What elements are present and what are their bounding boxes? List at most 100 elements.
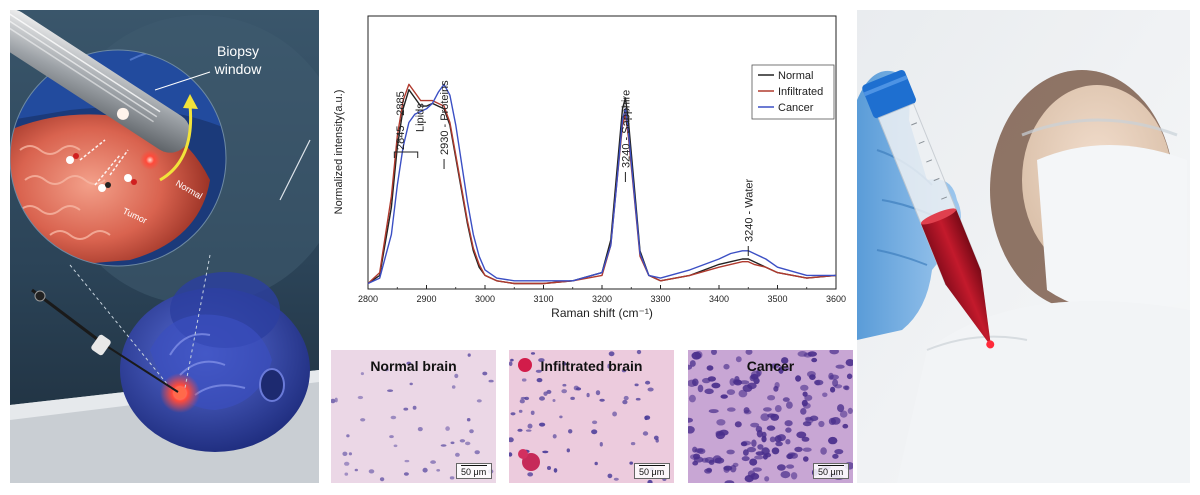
cell-nucleus	[839, 410, 848, 418]
cell-nucleus	[634, 383, 639, 387]
biopsy-label-line1: Biopsy	[217, 43, 259, 59]
cell-nucleus	[595, 390, 601, 396]
cell-nucleus	[800, 384, 809, 391]
cell-nucleus	[612, 411, 617, 417]
cell-nucleus	[846, 373, 853, 380]
cell-nucleus	[409, 382, 413, 386]
cell-nucleus	[723, 363, 730, 370]
cell-nucleus	[586, 392, 590, 398]
cell-nucleus	[786, 464, 795, 469]
chart-legend: Normal Infiltrated Cancer	[751, 64, 835, 120]
cell-nucleus	[440, 444, 447, 447]
annotation-label: 2930 - Proteins	[439, 80, 451, 155]
cell-nucleus	[769, 436, 776, 443]
tube-cap	[862, 69, 916, 119]
annotation-label: 3240 - Water	[743, 178, 755, 242]
cell-nucleus	[749, 458, 758, 466]
cell-nucleus	[794, 446, 803, 452]
cell-nucleus	[688, 379, 697, 387]
cell-nucleus	[406, 361, 412, 365]
cell-nucleus	[510, 412, 516, 416]
x-tick-label: 3500	[767, 294, 787, 304]
cell-nucleus	[832, 453, 839, 459]
cell-nucleus	[711, 350, 717, 355]
cell-nucleus	[753, 377, 760, 385]
cell-nucleus	[525, 429, 532, 432]
cell-nucleus	[509, 452, 513, 457]
cell-nucleus	[738, 389, 748, 398]
cell-nucleus	[720, 394, 728, 399]
raman-spectrum-chart: 2800 2900 3000 3100 3200 3300 3400 3500 3600 284…	[333, 15, 846, 320]
cell-nucleus	[629, 461, 633, 465]
cell-nucleus	[755, 451, 765, 456]
cell-nucleus	[802, 391, 808, 397]
cell-nucleus	[552, 399, 556, 402]
cell-nucleus	[547, 466, 551, 470]
cell-nucleus	[804, 416, 813, 421]
cell-nucleus	[517, 428, 523, 432]
blood-sample	[920, 209, 992, 347]
annotation-label: Lipids	[415, 103, 427, 132]
probe-illustration: Biopsy window Normal Tumor	[10, 10, 319, 483]
cell-nucleus	[801, 436, 810, 442]
x-tick-label: 3300	[650, 294, 670, 304]
cell-nucleus	[455, 452, 460, 457]
histology-cancer-title: Cancer	[746, 358, 795, 374]
cell-nucleus	[454, 373, 459, 379]
cell-nucleus	[527, 423, 533, 429]
cell-nucleus	[451, 385, 456, 389]
cell-nucleus	[465, 441, 471, 446]
cell-nucleus	[764, 476, 770, 482]
cell-nucleus	[706, 467, 713, 473]
cell-nucleus	[430, 460, 436, 464]
cell-nucleus	[691, 351, 702, 360]
cell-nucleus	[724, 480, 735, 483]
cell-nucleus	[786, 401, 793, 409]
cell-nucleus	[379, 477, 385, 482]
histology-normal-brain: Normal brain 50 μm	[331, 350, 496, 483]
cell-nucleus	[334, 397, 338, 403]
cell-nucleus	[797, 351, 808, 357]
cell-nucleus	[354, 468, 358, 472]
cell-nucleus	[608, 351, 615, 357]
cell-nucleus	[635, 397, 641, 401]
cell-nucleus	[647, 479, 653, 483]
cell-nucleus	[518, 409, 523, 413]
cell-nucleus	[834, 449, 844, 455]
cell-nucleus	[785, 427, 792, 433]
cell-nucleus	[747, 470, 756, 478]
cell-nucleus	[559, 415, 563, 419]
cell-nucleus	[389, 435, 394, 439]
cell-nucleus	[613, 477, 619, 481]
raman-figure: 2800 2900 3000 3100 3200 3300 3400 3500 3600 284…	[328, 10, 856, 483]
cell-nucleus	[543, 391, 548, 396]
scale-bar-normal: 50 μm	[456, 463, 492, 479]
cell-nucleus	[783, 366, 790, 371]
cell-nucleus	[623, 395, 629, 401]
blood-tube	[862, 69, 995, 349]
cell-nucleus	[828, 436, 838, 445]
cell-nucleus	[803, 456, 809, 462]
cell-nucleus	[553, 468, 558, 473]
scale-bar-cancer: 50 μm	[813, 463, 849, 479]
cell-nucleus	[536, 378, 543, 383]
cell-nucleus	[538, 358, 545, 363]
cell-nucleus	[692, 460, 699, 466]
ear-shape	[259, 368, 285, 402]
cell-nucleus	[711, 382, 721, 389]
cell-nucleus	[828, 372, 834, 380]
cell-nucleus	[787, 452, 796, 457]
series-line-cancer	[367, 83, 836, 285]
cell-nucleus	[636, 350, 642, 355]
cell-nucleus	[607, 473, 613, 479]
annotation-label: 2845 - 2885	[395, 91, 407, 150]
cell-nucleus	[360, 372, 364, 376]
cell-nucleus	[562, 383, 567, 387]
cell-nucleus	[790, 472, 798, 480]
cell-nucleus	[843, 385, 849, 390]
cell-nucleus	[756, 429, 763, 438]
cell-nucleus	[750, 422, 760, 428]
cell-nucleus	[450, 441, 455, 445]
cell-nucleus	[562, 362, 567, 366]
cell-nucleus	[706, 365, 714, 371]
